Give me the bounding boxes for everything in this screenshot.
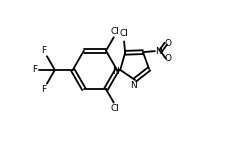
- Text: F: F: [41, 46, 46, 55]
- Text: Cl: Cl: [110, 27, 119, 36]
- Text: N: N: [154, 47, 161, 56]
- Text: F: F: [32, 65, 37, 74]
- Text: O: O: [164, 39, 171, 48]
- Text: N: N: [130, 81, 137, 90]
- Text: F: F: [41, 85, 46, 94]
- Text: Cl: Cl: [110, 104, 119, 113]
- Text: N: N: [112, 66, 119, 76]
- Text: O: O: [164, 54, 171, 63]
- Text: Cl: Cl: [119, 29, 128, 38]
